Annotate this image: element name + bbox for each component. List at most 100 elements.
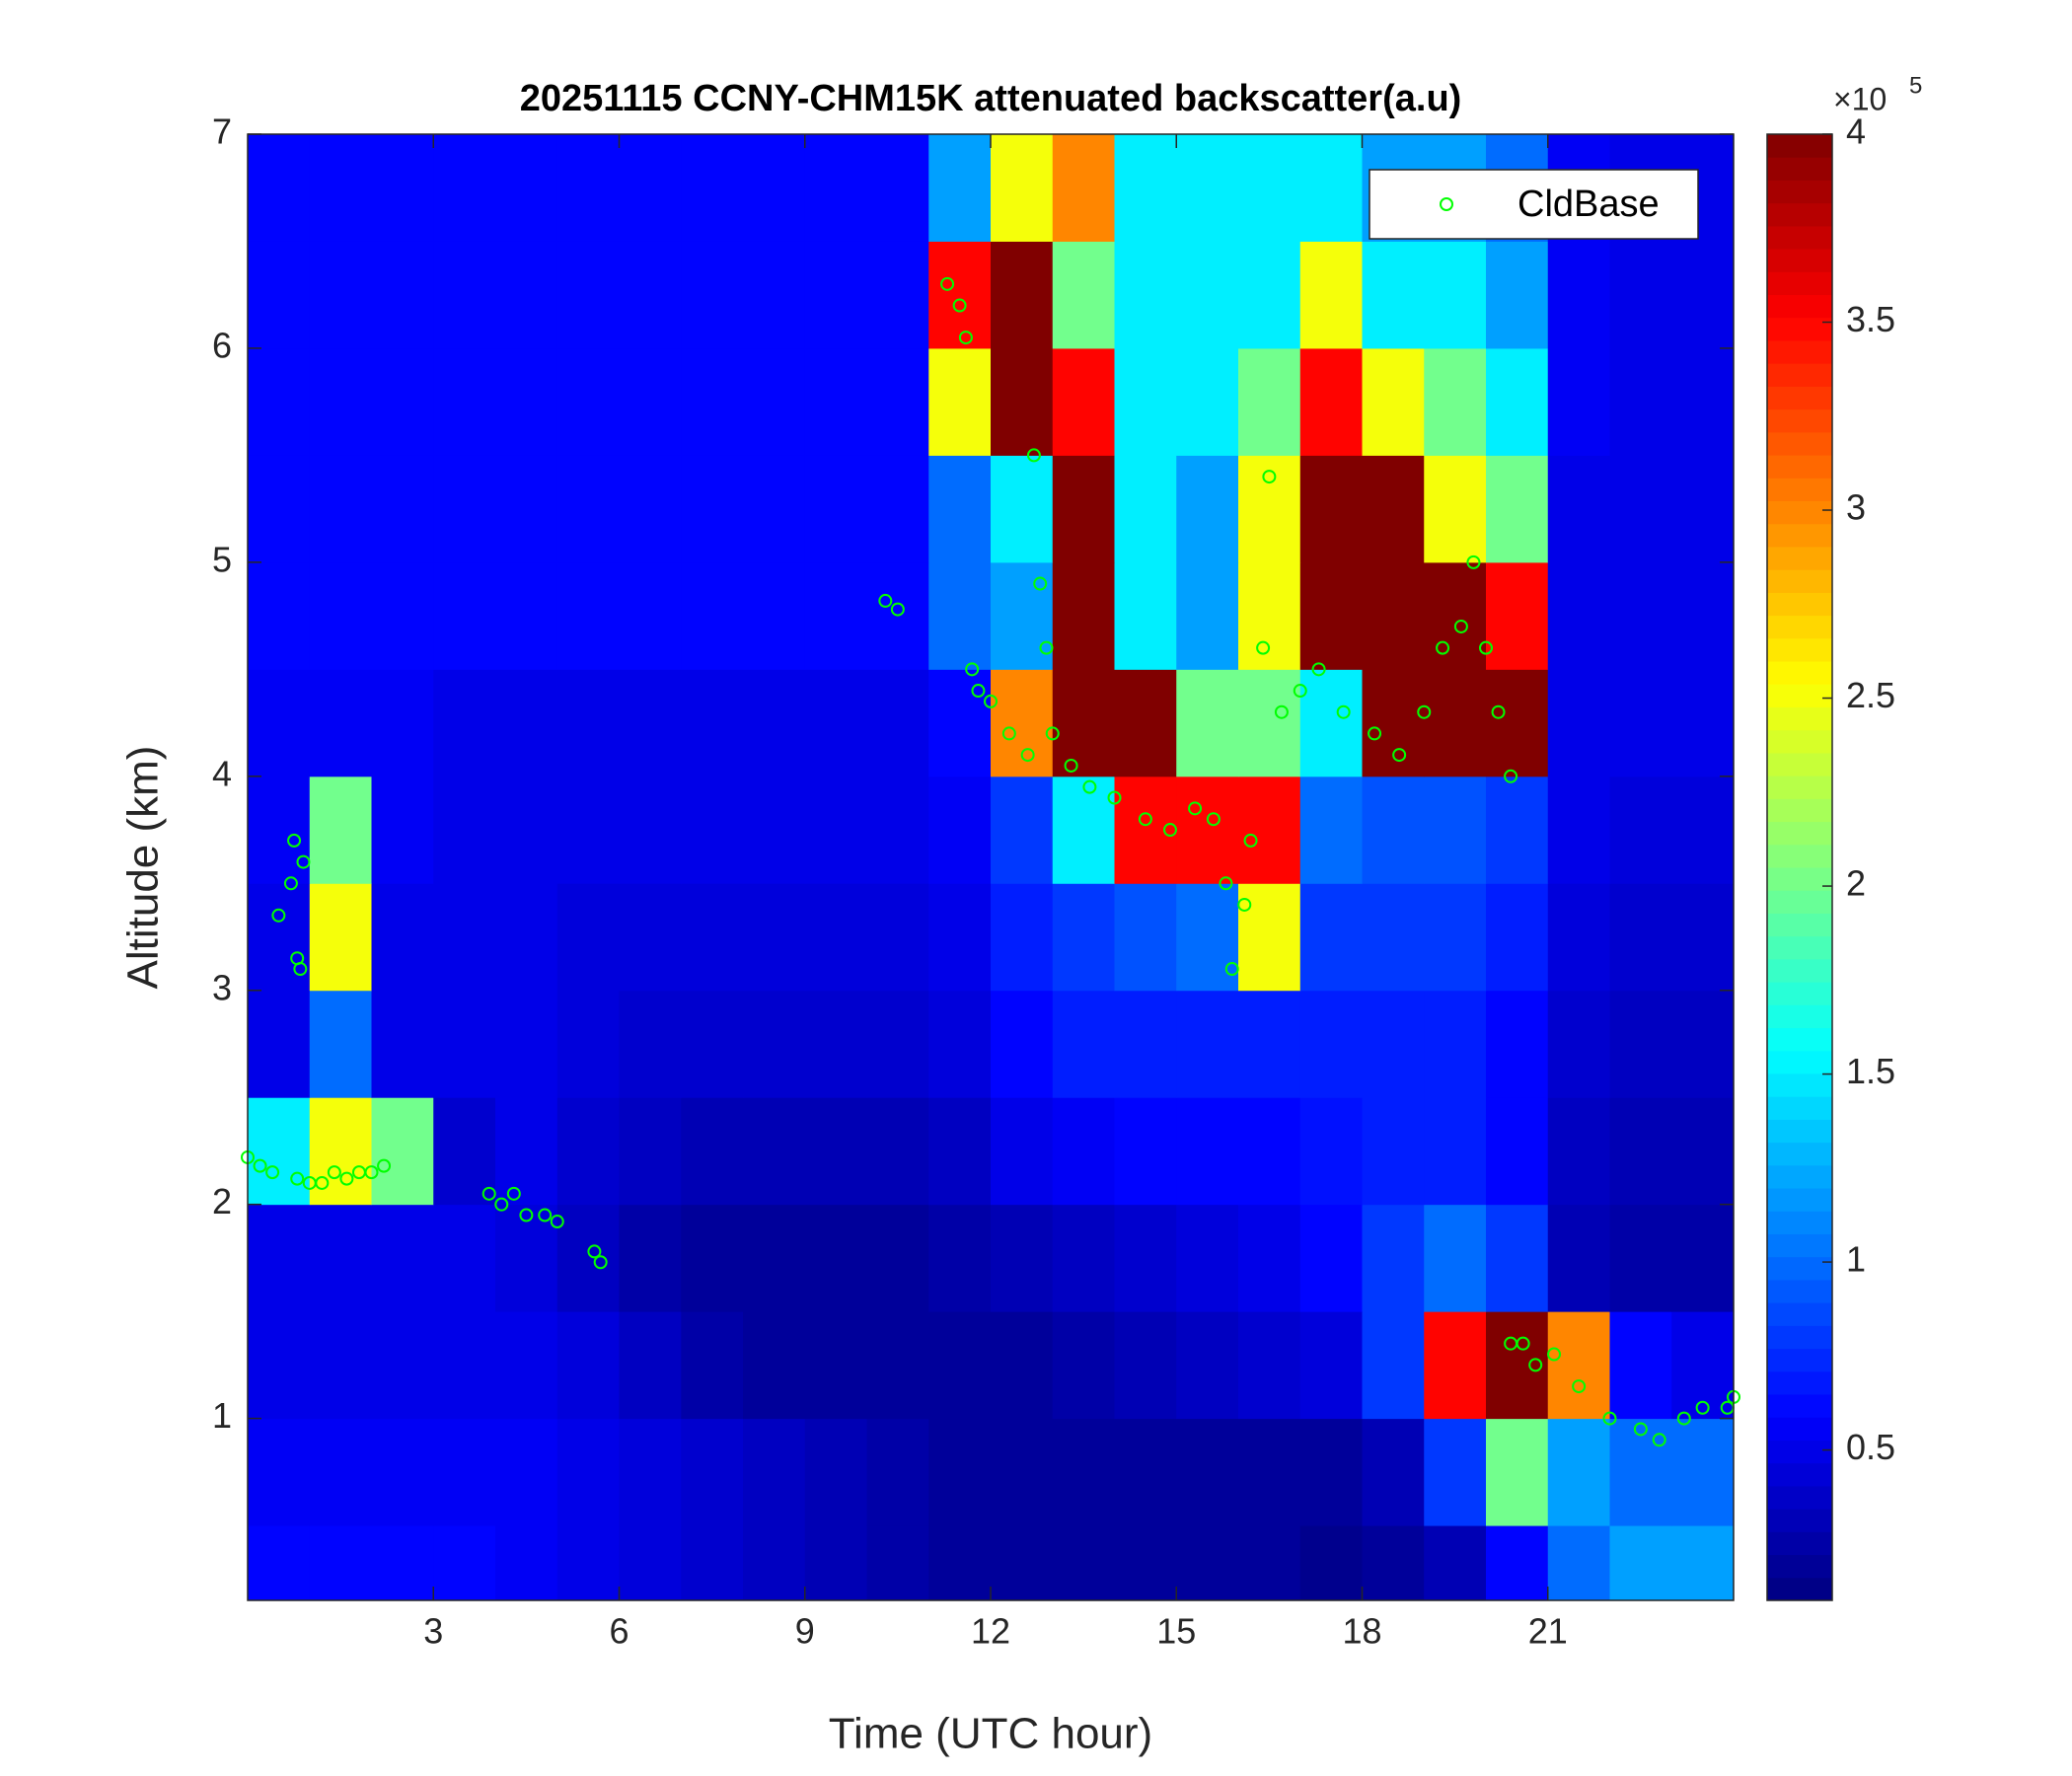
cloud-base-point	[1256, 640, 1271, 655]
heatmap-cell	[743, 1204, 806, 1312]
heatmap-cell	[1609, 241, 1672, 349]
heatmap-cell	[371, 455, 434, 563]
heatmap-cell	[928, 883, 992, 992]
heatmap-cell	[433, 561, 496, 670]
colorbar-swatch	[1767, 1233, 1832, 1258]
cloud-base-point	[1026, 448, 1041, 463]
heatmap-cell	[804, 776, 867, 884]
heatmap-cell	[1052, 669, 1115, 777]
heatmap-cell	[371, 669, 434, 777]
heatmap-cell	[991, 455, 1054, 563]
heatmap-cell	[804, 1525, 867, 1601]
cloud-base-point	[315, 1175, 330, 1190]
heatmap-cell	[743, 1311, 806, 1420]
heatmap-cell	[991, 1418, 1054, 1526]
heatmap-cell	[619, 1204, 682, 1312]
colorbar-swatch	[1767, 1119, 1832, 1144]
heatmap-cell	[866, 1204, 929, 1312]
cloud-base-point	[1311, 662, 1326, 677]
heatmap-cell	[1486, 1204, 1549, 1312]
heatmap-cell	[1486, 347, 1549, 456]
heatmap-cell	[495, 990, 558, 1098]
cloud-base-point	[1188, 801, 1203, 816]
cloud-base-point	[1516, 1336, 1530, 1351]
heatmap-cell	[619, 1097, 682, 1206]
heatmap-cell	[1299, 134, 1363, 242]
heatmap-cell	[1486, 455, 1549, 563]
heatmap-cell	[556, 1418, 620, 1526]
colorbar-swatch	[1767, 249, 1832, 272]
heatmap-cell	[433, 1204, 496, 1312]
colorbar-swatch	[1767, 1211, 1832, 1234]
heatmap-cell	[1547, 1418, 1610, 1526]
cloud-base-point	[1466, 555, 1481, 569]
colorbar-exponent: 5	[1909, 72, 1922, 99]
colorbar-swatch	[1767, 706, 1832, 731]
heatmap-cell	[1176, 241, 1239, 349]
heatmap-cell	[556, 1097, 620, 1206]
heatmap-cell	[1114, 1418, 1177, 1526]
heatmap-cell	[1671, 561, 1735, 670]
heatmap-cell	[681, 134, 744, 242]
colorbar-swatch	[1767, 1096, 1832, 1120]
heatmap-cell	[1424, 347, 1487, 456]
colorbar-swatch	[1767, 523, 1832, 548]
cloud-base-point	[1206, 812, 1221, 827]
heatmap-cell	[1362, 1311, 1425, 1420]
heatmap-cell	[681, 990, 744, 1098]
heatmap-cell	[1362, 455, 1425, 563]
heatmap-cell	[371, 990, 434, 1098]
cloud-base-point	[1224, 962, 1239, 977]
heatmap-cell	[309, 347, 372, 456]
heatmap-cell	[928, 1418, 992, 1526]
heatmap-cell	[1424, 883, 1487, 992]
heatmap-cell	[1052, 1418, 1115, 1526]
heatmap-cell	[743, 776, 806, 884]
heatmap-cell	[1238, 561, 1301, 670]
heatmap-cell	[1424, 1525, 1487, 1601]
cloud-base-point	[958, 331, 973, 345]
heatmap-cell	[371, 241, 434, 349]
cloud-base-point	[984, 694, 998, 708]
heatmap-cell	[433, 1418, 496, 1526]
heatmap-cell	[556, 561, 620, 670]
heatmap-cell	[743, 990, 806, 1098]
y-tick-label: 6	[212, 325, 232, 365]
colorbar-swatch	[1767, 844, 1832, 868]
heatmap-cell	[1238, 1418, 1301, 1526]
heatmap-cell	[1299, 776, 1363, 884]
heatmap-cell	[804, 1204, 867, 1312]
colorbar-swatch	[1767, 1394, 1832, 1418]
heatmap-cell	[1486, 561, 1549, 670]
heatmap-cell	[1486, 776, 1549, 884]
heatmap-cell	[495, 883, 558, 992]
cloud-base-point	[1082, 779, 1097, 794]
heatmap-cell	[556, 776, 620, 884]
heatmap-cell	[619, 1311, 682, 1420]
heatmap-cell	[804, 1097, 867, 1206]
cloud-base-point	[1602, 1411, 1617, 1426]
cloud-base-point	[506, 1186, 521, 1201]
cloud-base-point	[1417, 704, 1432, 719]
colorbar-swatch	[1767, 363, 1832, 387]
heatmap-cell	[619, 1418, 682, 1526]
cloud-base-point	[290, 1171, 305, 1186]
heatmap-cell	[309, 241, 372, 349]
heatmap-cell	[495, 776, 558, 884]
heatmap-cell	[1671, 1097, 1735, 1206]
heatmap-cell	[1547, 883, 1610, 992]
heatmap-cell	[991, 990, 1054, 1098]
heatmap-cell	[433, 776, 496, 884]
heatmap-cell	[1547, 455, 1610, 563]
heatmap-cell	[556, 241, 620, 349]
heatmap-cell	[928, 134, 992, 242]
heatmap-cell	[309, 1204, 372, 1312]
heatmap-cell	[371, 776, 434, 884]
heatmap-cell	[309, 990, 372, 1098]
heatmap-cell	[371, 1311, 434, 1420]
heatmap-cell	[866, 1311, 929, 1420]
heatmap-cell	[1052, 776, 1115, 884]
colorbar-swatch	[1767, 1188, 1832, 1212]
heatmap-cell	[743, 561, 806, 670]
heatmap-cell	[1609, 1525, 1672, 1601]
